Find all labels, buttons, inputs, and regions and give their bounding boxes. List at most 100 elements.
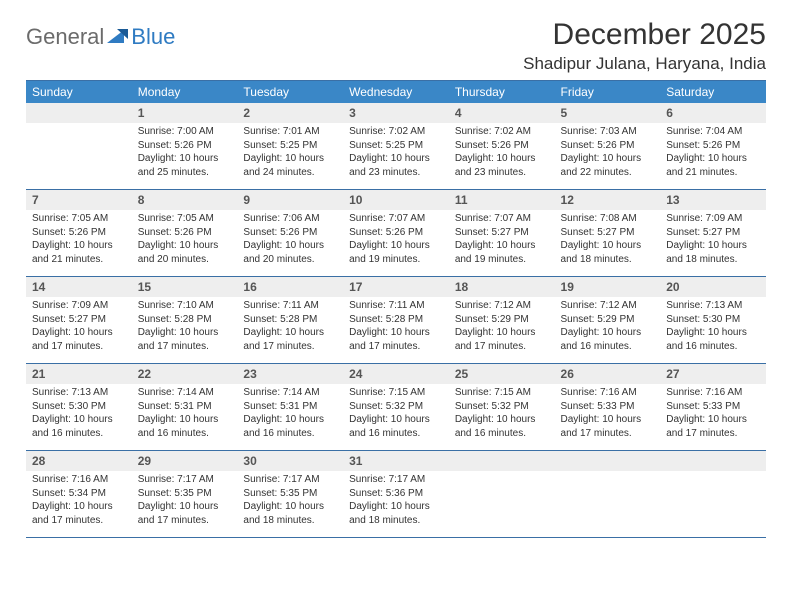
weekday-header: Monday	[132, 81, 238, 104]
day-number-cell: 26	[555, 364, 661, 385]
calendar-table: Sunday Monday Tuesday Wednesday Thursday…	[26, 80, 766, 538]
day-detail-row: Sunrise: 7:13 AMSunset: 5:30 PMDaylight:…	[26, 384, 766, 451]
daylight-text: Daylight: 10 hours and 17 minutes.	[138, 500, 232, 527]
sunrise-text: Sunrise: 7:02 AM	[349, 125, 443, 139]
day-detail-cell: Sunrise: 7:16 AMSunset: 5:33 PMDaylight:…	[555, 384, 661, 451]
day-number-cell	[26, 103, 132, 123]
daylight-text: Daylight: 10 hours and 17 minutes.	[349, 326, 443, 353]
sunrise-text: Sunrise: 7:16 AM	[32, 473, 126, 487]
day-detail-cell: Sunrise: 7:02 AMSunset: 5:26 PMDaylight:…	[449, 123, 555, 190]
daylight-text: Daylight: 10 hours and 21 minutes.	[32, 239, 126, 266]
day-number-cell: 19	[555, 277, 661, 298]
daylight-text: Daylight: 10 hours and 17 minutes.	[138, 326, 232, 353]
sunset-text: Sunset: 5:26 PM	[243, 226, 337, 240]
day-number-cell: 18	[449, 277, 555, 298]
day-number-cell: 23	[237, 364, 343, 385]
sunset-text: Sunset: 5:34 PM	[32, 487, 126, 501]
day-number-cell: 4	[449, 103, 555, 123]
daylight-text: Daylight: 10 hours and 17 minutes.	[32, 326, 126, 353]
sunrise-text: Sunrise: 7:17 AM	[138, 473, 232, 487]
daylight-text: Daylight: 10 hours and 16 minutes.	[666, 326, 760, 353]
daylight-text: Daylight: 10 hours and 18 minutes.	[243, 500, 337, 527]
day-detail-cell: Sunrise: 7:02 AMSunset: 5:25 PMDaylight:…	[343, 123, 449, 190]
daylight-text: Daylight: 10 hours and 18 minutes.	[349, 500, 443, 527]
sunrise-text: Sunrise: 7:07 AM	[455, 212, 549, 226]
sunset-text: Sunset: 5:28 PM	[243, 313, 337, 327]
sunrise-text: Sunrise: 7:05 AM	[138, 212, 232, 226]
sunrise-text: Sunrise: 7:12 AM	[455, 299, 549, 313]
sunset-text: Sunset: 5:26 PM	[666, 139, 760, 153]
sunset-text: Sunset: 5:31 PM	[243, 400, 337, 414]
day-number-row: 28293031	[26, 451, 766, 472]
day-detail-cell: Sunrise: 7:17 AMSunset: 5:35 PMDaylight:…	[237, 471, 343, 538]
day-number-cell: 22	[132, 364, 238, 385]
sunset-text: Sunset: 5:26 PM	[138, 226, 232, 240]
day-number-cell: 6	[660, 103, 766, 123]
sunrise-text: Sunrise: 7:06 AM	[243, 212, 337, 226]
day-detail-cell: Sunrise: 7:09 AMSunset: 5:27 PMDaylight:…	[26, 297, 132, 364]
sunrise-text: Sunrise: 7:09 AM	[666, 212, 760, 226]
day-number-cell: 14	[26, 277, 132, 298]
day-detail-cell: Sunrise: 7:07 AMSunset: 5:27 PMDaylight:…	[449, 210, 555, 277]
sunrise-text: Sunrise: 7:13 AM	[32, 386, 126, 400]
day-detail-row: Sunrise: 7:16 AMSunset: 5:34 PMDaylight:…	[26, 471, 766, 538]
sunset-text: Sunset: 5:31 PM	[138, 400, 232, 414]
day-detail-cell	[449, 471, 555, 538]
daylight-text: Daylight: 10 hours and 19 minutes.	[455, 239, 549, 266]
day-detail-cell: Sunrise: 7:16 AMSunset: 5:34 PMDaylight:…	[26, 471, 132, 538]
day-detail-cell: Sunrise: 7:01 AMSunset: 5:25 PMDaylight:…	[237, 123, 343, 190]
day-detail-cell: Sunrise: 7:15 AMSunset: 5:32 PMDaylight:…	[449, 384, 555, 451]
daylight-text: Daylight: 10 hours and 21 minutes.	[666, 152, 760, 179]
sunset-text: Sunset: 5:26 PM	[561, 139, 655, 153]
daylight-text: Daylight: 10 hours and 20 minutes.	[243, 239, 337, 266]
day-number-cell: 9	[237, 190, 343, 211]
day-number-cell	[449, 451, 555, 472]
day-number-cell: 28	[26, 451, 132, 472]
daylight-text: Daylight: 10 hours and 16 minutes.	[455, 413, 549, 440]
day-number-cell: 7	[26, 190, 132, 211]
day-detail-cell: Sunrise: 7:05 AMSunset: 5:26 PMDaylight:…	[26, 210, 132, 277]
day-detail-cell: Sunrise: 7:12 AMSunset: 5:29 PMDaylight:…	[555, 297, 661, 364]
day-detail-cell: Sunrise: 7:06 AMSunset: 5:26 PMDaylight:…	[237, 210, 343, 277]
sunrise-text: Sunrise: 7:11 AM	[243, 299, 337, 313]
day-number-cell: 16	[237, 277, 343, 298]
sunrise-text: Sunrise: 7:14 AM	[243, 386, 337, 400]
day-number-cell: 2	[237, 103, 343, 123]
sunrise-text: Sunrise: 7:11 AM	[349, 299, 443, 313]
daylight-text: Daylight: 10 hours and 19 minutes.	[349, 239, 443, 266]
sunset-text: Sunset: 5:25 PM	[243, 139, 337, 153]
sunset-text: Sunset: 5:35 PM	[138, 487, 232, 501]
day-number-cell	[660, 451, 766, 472]
day-number-cell: 30	[237, 451, 343, 472]
day-detail-cell	[26, 123, 132, 190]
day-detail-cell: Sunrise: 7:16 AMSunset: 5:33 PMDaylight:…	[660, 384, 766, 451]
sunset-text: Sunset: 5:33 PM	[561, 400, 655, 414]
day-number-cell: 1	[132, 103, 238, 123]
sunset-text: Sunset: 5:27 PM	[455, 226, 549, 240]
day-number-row: 21222324252627	[26, 364, 766, 385]
sunrise-text: Sunrise: 7:15 AM	[349, 386, 443, 400]
daylight-text: Daylight: 10 hours and 18 minutes.	[666, 239, 760, 266]
weekday-header: Saturday	[660, 81, 766, 104]
sunrise-text: Sunrise: 7:15 AM	[455, 386, 549, 400]
sunrise-text: Sunrise: 7:07 AM	[349, 212, 443, 226]
day-detail-cell: Sunrise: 7:10 AMSunset: 5:28 PMDaylight:…	[132, 297, 238, 364]
day-number-cell: 10	[343, 190, 449, 211]
day-number-cell: 25	[449, 364, 555, 385]
daylight-text: Daylight: 10 hours and 16 minutes.	[32, 413, 126, 440]
daylight-text: Daylight: 10 hours and 17 minutes.	[32, 500, 126, 527]
day-detail-cell: Sunrise: 7:14 AMSunset: 5:31 PMDaylight:…	[132, 384, 238, 451]
day-number-cell: 8	[132, 190, 238, 211]
calendar-document: General Blue December 2025 Shadipur Jula…	[0, 0, 792, 548]
sunset-text: Sunset: 5:30 PM	[32, 400, 126, 414]
location-label: Shadipur Julana, Haryana, India	[523, 54, 766, 74]
sunset-text: Sunset: 5:25 PM	[349, 139, 443, 153]
day-detail-cell	[555, 471, 661, 538]
day-number-cell	[555, 451, 661, 472]
day-detail-cell: Sunrise: 7:12 AMSunset: 5:29 PMDaylight:…	[449, 297, 555, 364]
day-number-row: 78910111213	[26, 190, 766, 211]
daylight-text: Daylight: 10 hours and 16 minutes.	[243, 413, 337, 440]
sunset-text: Sunset: 5:28 PM	[138, 313, 232, 327]
daylight-text: Daylight: 10 hours and 23 minutes.	[455, 152, 549, 179]
sunrise-text: Sunrise: 7:00 AM	[138, 125, 232, 139]
